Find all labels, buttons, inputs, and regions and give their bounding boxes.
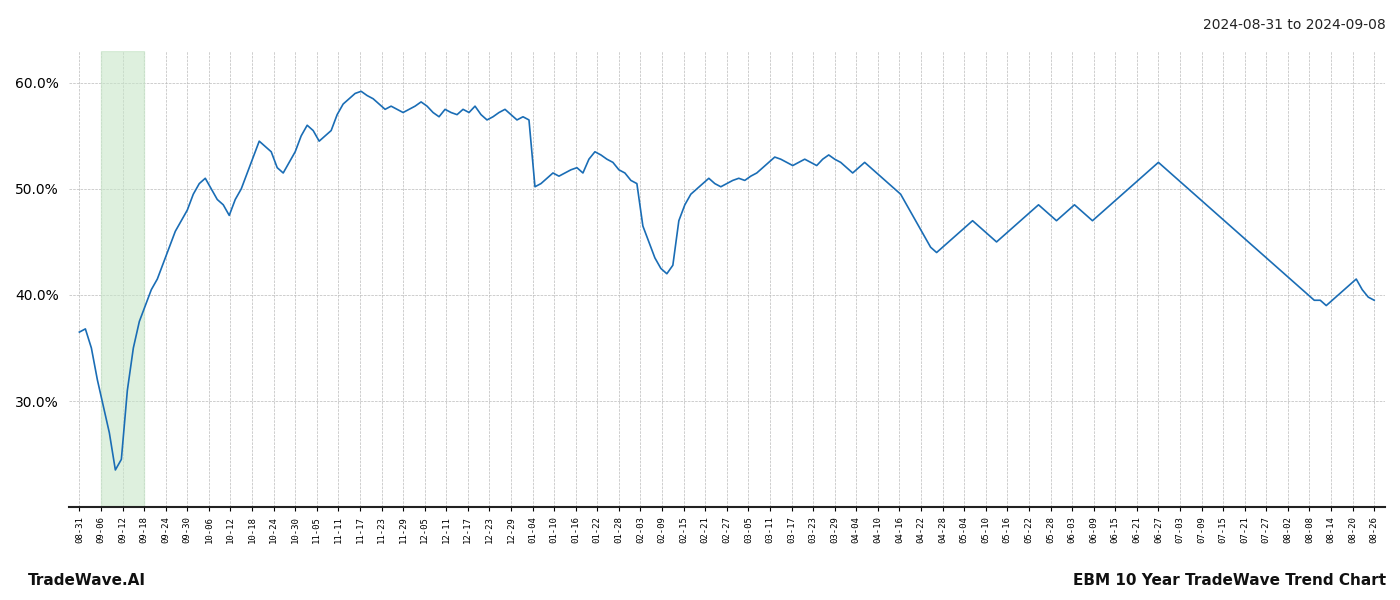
Text: EBM 10 Year TradeWave Trend Chart: EBM 10 Year TradeWave Trend Chart — [1072, 573, 1386, 588]
Text: 2024-08-31 to 2024-09-08: 2024-08-31 to 2024-09-08 — [1203, 18, 1386, 32]
Text: TradeWave.AI: TradeWave.AI — [28, 573, 146, 588]
Bar — [101, 51, 144, 507]
